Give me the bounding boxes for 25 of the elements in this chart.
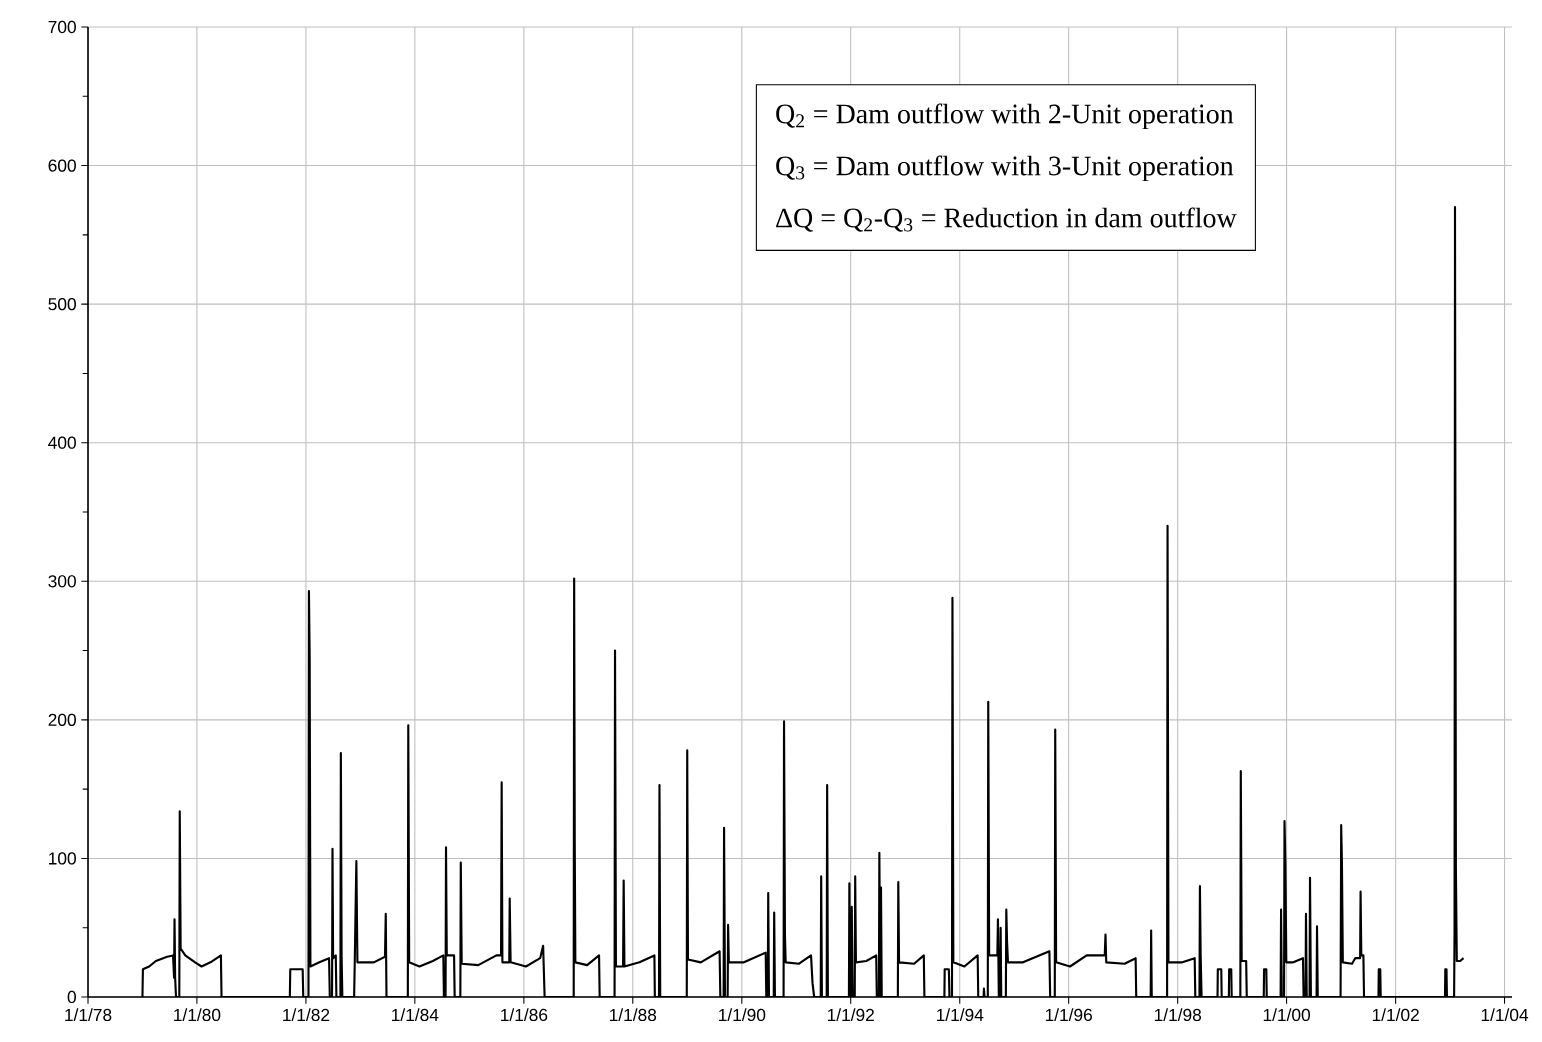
x-tick-label: 1/1/88 (610, 1008, 657, 1022)
x-tick-label: 1/1/82 (283, 1008, 330, 1022)
annotation: Q$_{2}$ = Dam outflow with 2-Unit operation (776, 103, 1234, 130)
x-tick-label: 1/1/86 (501, 1008, 548, 1022)
y-tick-label: 400 (48, 436, 76, 449)
x-tick-label: 1/1/80 (174, 1008, 221, 1022)
x-tick-label: 1/1/98 (1154, 1008, 1202, 1022)
x-tick-label: 1/1/94 (936, 1008, 984, 1022)
y-tick-label: 100 (49, 852, 76, 865)
y-tick-label: 300 (48, 575, 76, 588)
x-tick-label: 1/1/92 (827, 1008, 874, 1022)
x-tick-label: 1/1/78 (65, 1008, 112, 1022)
x-tick-label: 1/1/90 (719, 1008, 766, 1022)
x-tick-label: 1/1/00 (1263, 1008, 1311, 1022)
x-tick-label: 1/1/84 (392, 1008, 439, 1022)
y-tick-label: 600 (48, 159, 76, 172)
x-tick-label: 1/1/04 (1481, 1008, 1529, 1022)
y-tick-label: 0 (67, 990, 76, 1004)
y-tick-label: 200 (48, 713, 76, 726)
x-tick-label: 1/1/96 (1045, 1008, 1092, 1022)
y-tick-label: 700 (48, 20, 76, 34)
annotation: Q$_{3}$ = Dam outflow with 3-Unit operation (776, 155, 1234, 182)
annotation: ΔQ = Q$_{2}$-Q$_{3}$ = Reduction in dam outflow (776, 207, 1237, 232)
x-tick-label: 1/1/02 (1372, 1008, 1419, 1022)
y-tick-label: 500 (48, 297, 76, 311)
